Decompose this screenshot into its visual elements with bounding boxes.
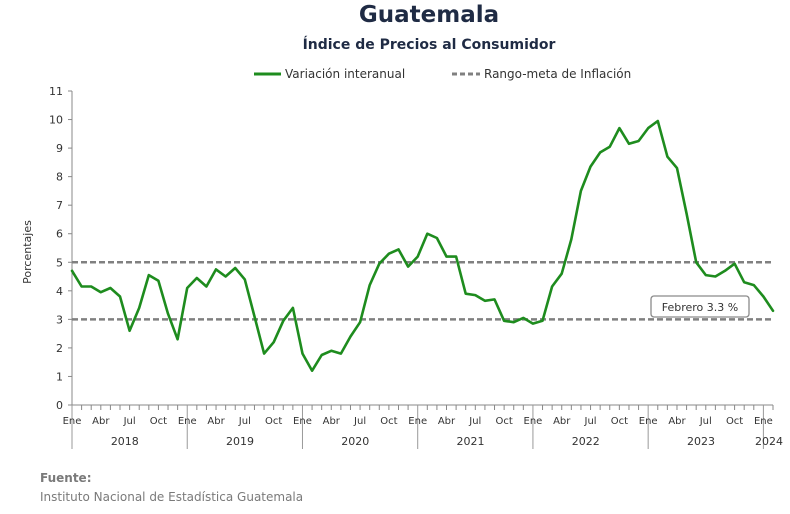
x-tick-label: Abr <box>438 416 456 427</box>
annotation-box <box>650 295 750 318</box>
x-tick-label: Jul <box>123 416 136 427</box>
y-axis-label: Porcentajes <box>21 220 34 284</box>
x-tick-label: Jul <box>699 416 712 427</box>
y-tick-label: 7 <box>56 199 63 212</box>
x-tick-label: Abr <box>323 416 341 427</box>
year-label: 2019 <box>226 435 254 448</box>
x-tick-label: Abr <box>207 416 225 427</box>
x-tick-label: Ene <box>754 416 773 427</box>
y-tick-label: 9 <box>56 142 63 155</box>
x-tick-label: Ene <box>293 416 312 427</box>
x-tick-label: Ene <box>178 416 197 427</box>
year-label: 2023 <box>687 435 715 448</box>
y-tick-label: 8 <box>56 171 63 184</box>
x-tick-label: Abr <box>668 416 686 427</box>
y-tick-label: 11 <box>49 85 63 98</box>
legend-label-rango: Rango-meta de Inflación <box>484 67 631 81</box>
x-tick-label: Jul <box>353 416 366 427</box>
y-tick-label: 3 <box>56 313 63 326</box>
y-tick-label: 6 <box>56 228 63 241</box>
x-tick-label: Abr <box>92 416 110 427</box>
year-label: 2021 <box>457 435 485 448</box>
x-tick-label: Abr <box>553 416 571 427</box>
x-tick-label: Oct <box>265 416 282 427</box>
x-tick-label: Oct <box>150 416 167 427</box>
chart-subtitle: Índice de Precios al Consumidor <box>302 37 556 53</box>
x-tick-label: Oct <box>726 416 743 427</box>
y-tick-label: 0 <box>56 399 63 412</box>
y-tick-label: 4 <box>56 285 63 298</box>
year-label: 2020 <box>341 435 369 448</box>
legend-label-variacion: Variación interanual <box>285 67 405 81</box>
y-tick-label: 2 <box>56 342 63 355</box>
x-tick-label: Ene <box>63 416 82 427</box>
x-tick-label: Jul <box>238 416 251 427</box>
y-tick-label: 1 <box>56 370 63 383</box>
year-label: 2022 <box>572 435 600 448</box>
x-tick-label: Oct <box>611 416 628 427</box>
legend: Variación interanual Rango-meta de Infla… <box>254 67 631 81</box>
year-label: 2024 <box>755 435 783 448</box>
x-tick-label: Jul <box>584 416 597 427</box>
y-tick-label: 10 <box>49 114 63 127</box>
variacion-line <box>70 119 775 372</box>
year-label: 2018 <box>111 435 139 448</box>
y-tick-label: 5 <box>56 256 63 269</box>
annotation-label: Febrero 3.3 % <box>662 301 738 314</box>
source-text: Instituto Nacional de Estadística Guatem… <box>40 490 304 504</box>
x-tick-label: Ene <box>639 416 658 427</box>
x-tick-label: Ene <box>408 416 427 427</box>
chart-title: Guatemala <box>358 2 500 28</box>
x-tick-label: Oct <box>495 416 512 427</box>
source-label: Fuente: <box>40 471 92 485</box>
x-tick-label: Oct <box>380 416 397 427</box>
x-tick-label: Ene <box>524 416 543 427</box>
x-tick-label: Jul <box>468 416 481 427</box>
